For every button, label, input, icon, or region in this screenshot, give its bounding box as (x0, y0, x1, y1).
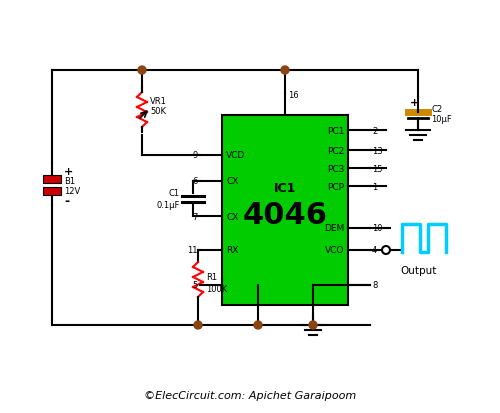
Circle shape (194, 321, 202, 329)
Circle shape (382, 247, 390, 254)
Text: 15: 15 (372, 164, 382, 173)
Text: VCO: VCO (324, 246, 344, 255)
Text: 9: 9 (193, 151, 198, 160)
Text: 1: 1 (372, 182, 378, 191)
Text: 4: 4 (372, 246, 378, 255)
Bar (222, 116, 348, 305)
Bar (43, 188, 61, 195)
Text: 10: 10 (372, 224, 382, 233)
Text: DEM: DEM (324, 224, 344, 233)
Text: CX: CX (226, 212, 238, 221)
Text: IC1: IC1 (274, 182, 296, 195)
Bar (43, 176, 61, 183)
Circle shape (281, 67, 289, 75)
Text: PC2: PC2 (327, 146, 344, 155)
Text: -: - (64, 195, 69, 208)
Text: Output: Output (401, 266, 437, 275)
Text: 8: 8 (372, 281, 378, 290)
Text: 16: 16 (288, 91, 298, 100)
Text: 5: 5 (193, 281, 198, 290)
Text: 4046: 4046 (242, 201, 328, 230)
Text: PC3: PC3 (326, 164, 344, 173)
Text: ©ElecCircuit.com: Apichet Garaipoom: ©ElecCircuit.com: Apichet Garaipoom (144, 390, 356, 400)
Text: 0.1μF: 0.1μF (156, 201, 180, 209)
Text: PC1: PC1 (326, 126, 344, 135)
Text: VCD: VCD (226, 151, 246, 160)
Circle shape (309, 321, 317, 329)
Text: VR1: VR1 (150, 96, 167, 105)
Text: +: + (410, 98, 419, 108)
Text: B1: B1 (64, 176, 75, 185)
Text: 2: 2 (372, 126, 378, 135)
Text: 7: 7 (192, 212, 198, 221)
Text: 10μF: 10μF (431, 115, 452, 124)
Text: R1: R1 (206, 273, 217, 282)
Text: C1: C1 (169, 189, 180, 197)
Text: 12V: 12V (64, 186, 80, 195)
Text: C2: C2 (431, 105, 442, 114)
Circle shape (254, 321, 262, 329)
Circle shape (138, 67, 146, 75)
Text: RX: RX (226, 246, 238, 255)
Text: 13: 13 (372, 146, 382, 155)
Text: +: + (64, 166, 74, 177)
Text: 11: 11 (188, 246, 198, 255)
Text: 100K: 100K (206, 284, 228, 293)
Text: 6: 6 (192, 177, 198, 186)
Text: PCP: PCP (327, 182, 344, 191)
Text: 50K: 50K (150, 106, 166, 115)
Text: CX: CX (226, 177, 238, 186)
